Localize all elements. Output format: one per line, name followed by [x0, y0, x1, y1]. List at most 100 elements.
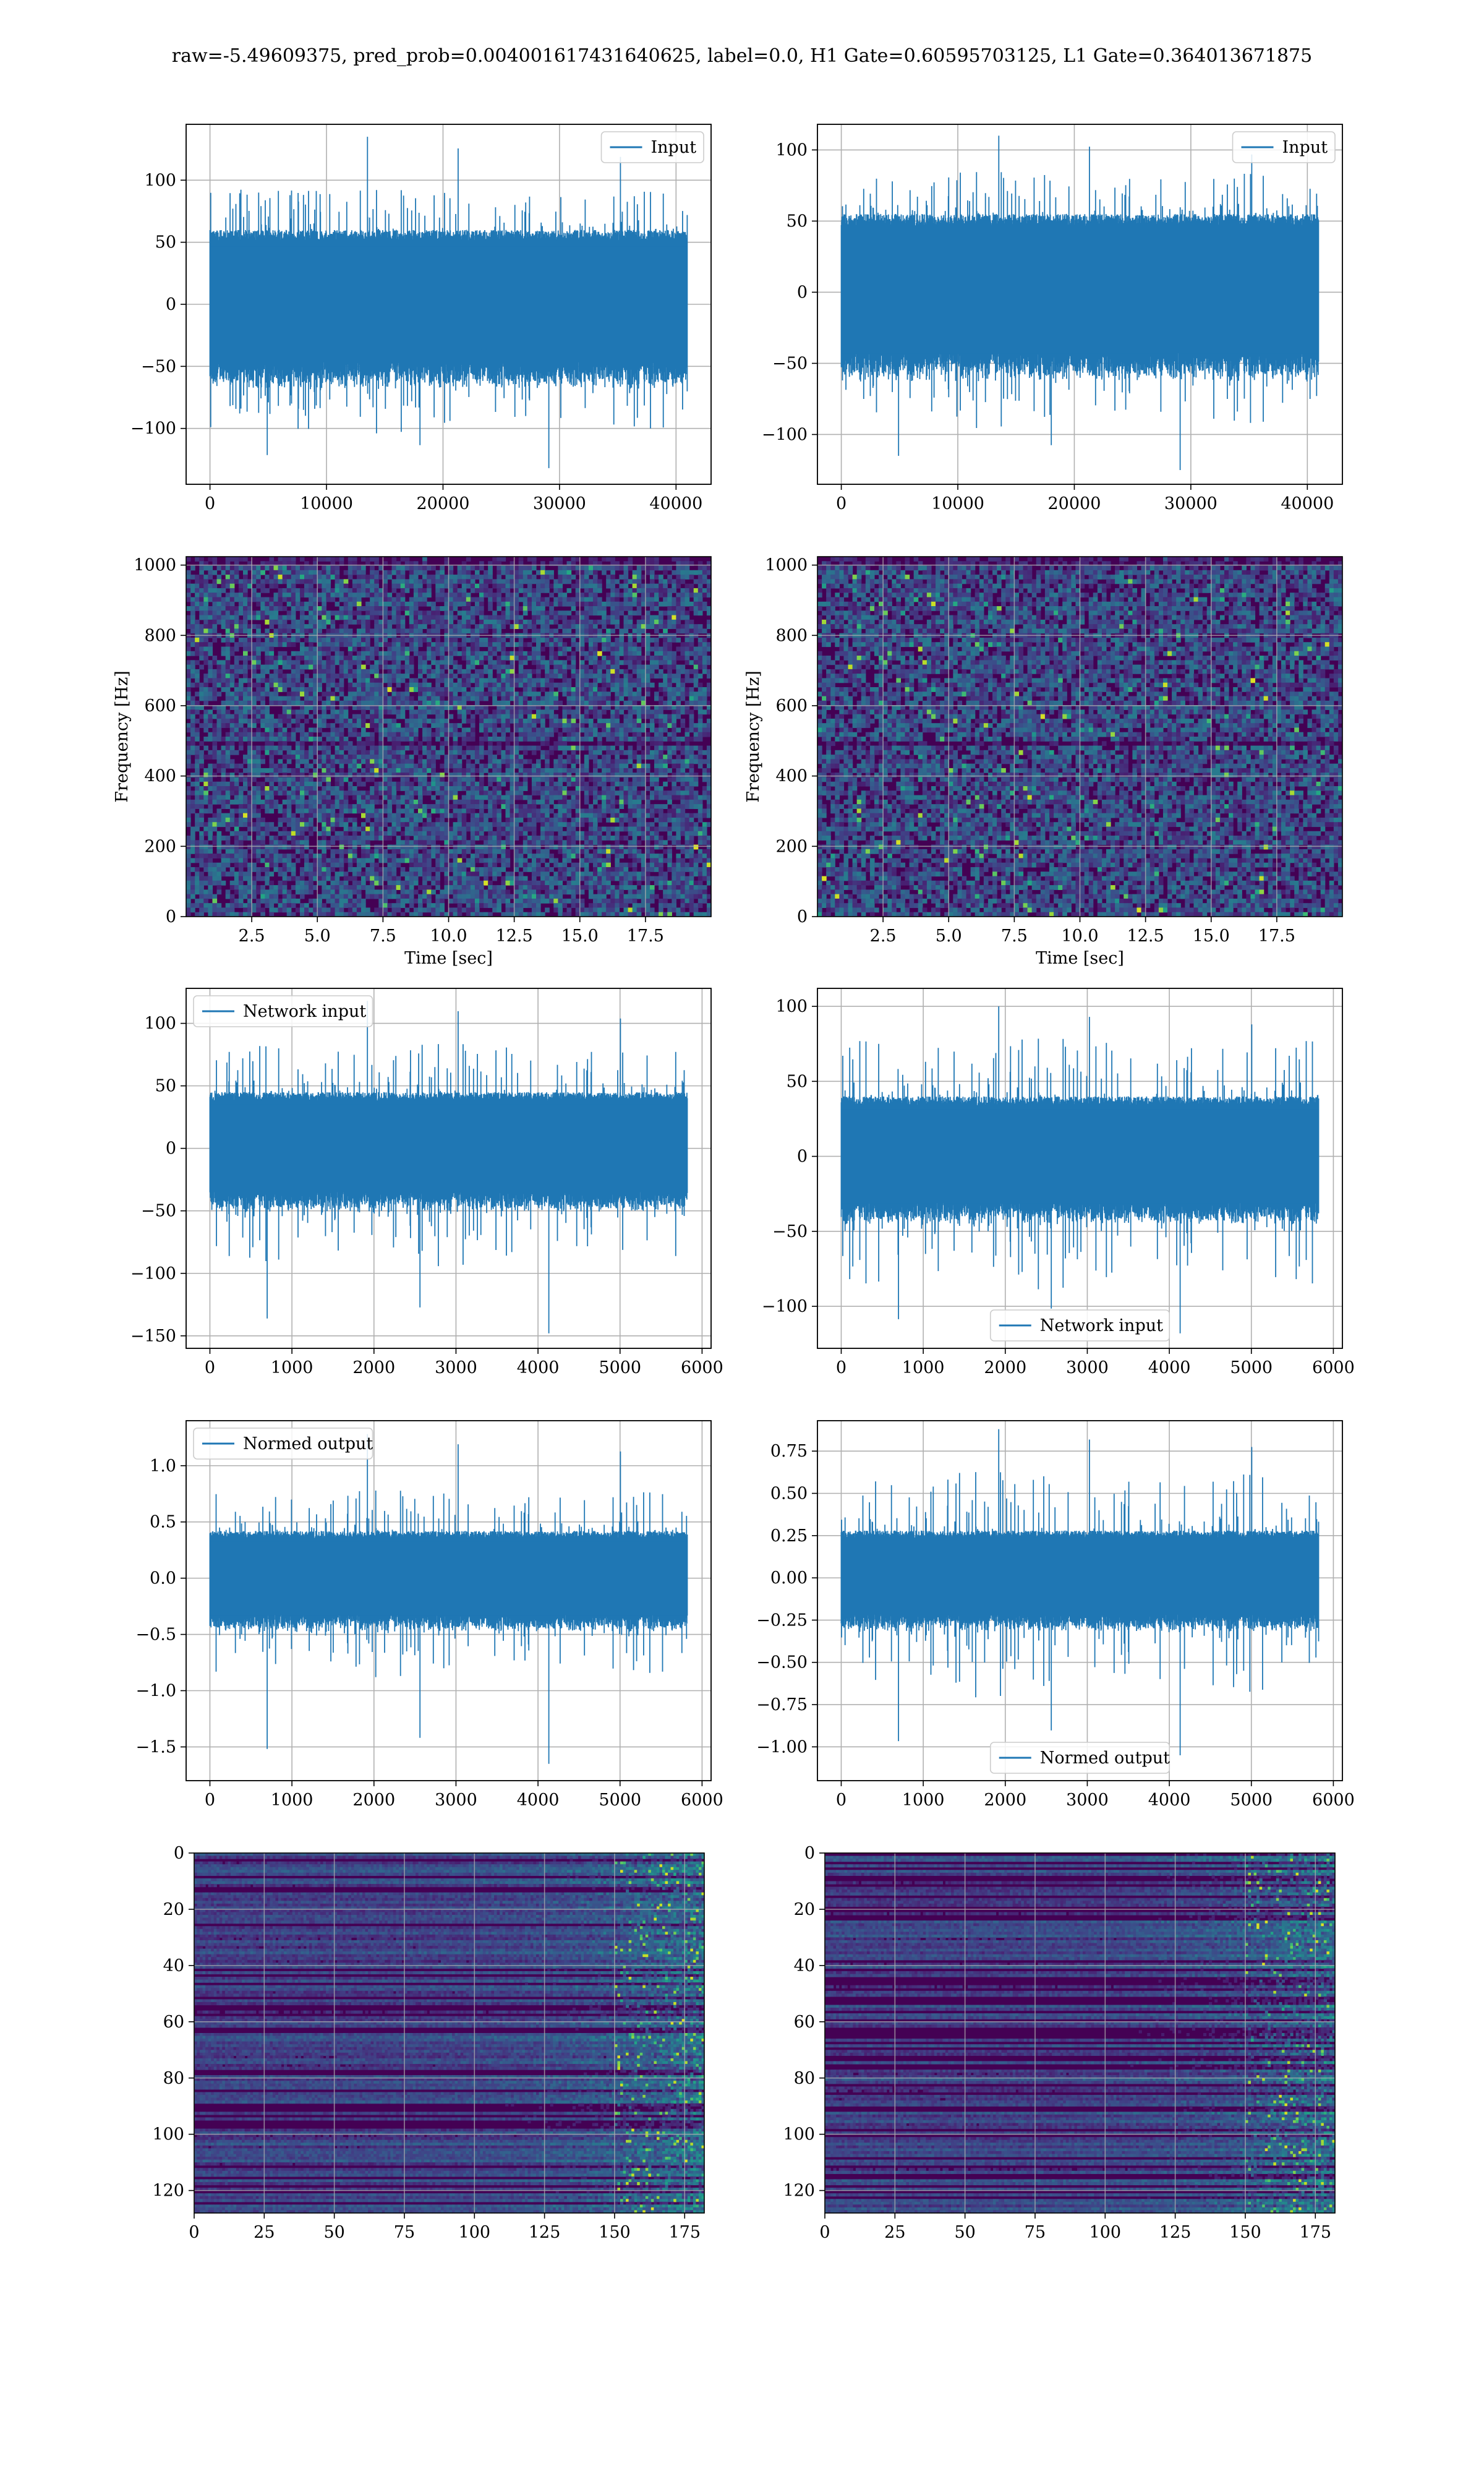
heatmap-cell [208, 660, 213, 665]
heatmap-cell [396, 709, 401, 714]
heatmap-cell [680, 615, 685, 620]
heatmap-cell [256, 687, 261, 692]
heatmap-cell [252, 669, 257, 674]
heatmap-cell [698, 642, 703, 647]
heatmap-cell [610, 669, 615, 674]
heatmap-cell [702, 638, 707, 643]
heatmap-cell [505, 566, 510, 571]
heatmap-cell [672, 656, 676, 661]
heatmap-cell [449, 588, 454, 593]
heatmap-cell [602, 638, 607, 643]
heatmap-cell [221, 624, 226, 629]
heatmap-cell [619, 628, 624, 633]
heatmap-cell [479, 597, 484, 602]
heatmap-cell [462, 602, 467, 607]
heatmap-cell [330, 620, 335, 625]
heatmap-cell [597, 610, 602, 615]
heatmap-cell [418, 687, 423, 692]
heatmap-cell [243, 660, 248, 665]
heatmap-cell [291, 665, 296, 670]
heatmap-cell [685, 660, 690, 665]
heatmap-cell [230, 597, 235, 602]
heatmap-cell [352, 714, 357, 719]
heatmap-cell [221, 687, 226, 692]
heatmap-cell [300, 714, 305, 719]
heatmap-cell [234, 597, 239, 602]
heatmap-cell [339, 701, 344, 706]
heatmap-cell [497, 660, 501, 665]
heatmap-cell [453, 615, 458, 620]
heatmap-cell [234, 620, 239, 625]
heatmap-cell [475, 642, 480, 647]
heatmap-cell [409, 615, 414, 620]
heatmap-cell [532, 597, 537, 602]
heatmap-cell [527, 714, 532, 719]
heatmap-cell [597, 714, 602, 719]
heatmap-cell [221, 669, 226, 674]
heatmap-cell [471, 610, 475, 615]
heatmap-cell [497, 683, 501, 688]
heatmap-cell [387, 642, 392, 647]
heatmap-cell [317, 610, 322, 615]
heatmap-cell [203, 709, 208, 714]
heatmap-cell [344, 606, 349, 611]
heatmap-cell [203, 628, 208, 633]
heatmap-cell [422, 597, 427, 602]
heatmap-cell [392, 701, 397, 706]
heatmap-cell [619, 678, 624, 683]
heatmap-cell [348, 575, 353, 580]
heatmap-cell [514, 579, 519, 584]
heatmap-cell [300, 624, 305, 629]
heatmap-cell [304, 602, 309, 607]
heatmap-cell [418, 701, 423, 706]
heatmap-cell [610, 656, 615, 661]
heatmap-cell [330, 610, 335, 615]
heatmap-cell [501, 642, 506, 647]
heatmap-cell [195, 557, 200, 562]
heatmap-cell [344, 610, 349, 615]
heatmap-cell [392, 660, 397, 665]
heatmap-cell [335, 566, 340, 571]
heatmap-cell [344, 624, 349, 629]
heatmap-cell [186, 709, 191, 714]
heatmap-cell [339, 615, 344, 620]
heatmap-cell [619, 647, 624, 652]
heatmap-cell [186, 696, 191, 701]
heatmap-cell [339, 683, 344, 688]
heatmap-cell [190, 642, 195, 647]
heatmap-cell [265, 656, 270, 661]
heatmap-cell [672, 691, 676, 696]
heatmap-cell [610, 602, 615, 607]
heatmap-cell [309, 665, 313, 670]
heatmap-cell [287, 584, 292, 589]
heatmap-cell [348, 602, 353, 607]
heatmap-cell [348, 660, 353, 665]
heatmap-cell [365, 687, 370, 692]
heatmap-cell [387, 647, 392, 652]
heatmap-cell [283, 606, 288, 611]
heatmap-cell [593, 566, 598, 571]
heatmap-cell [383, 709, 388, 714]
heatmap-cell [462, 656, 467, 661]
heatmap-cell [702, 593, 707, 597]
heatmap-cell [567, 687, 572, 692]
heatmap-cell [278, 597, 283, 602]
heatmap-cell [584, 628, 589, 633]
heatmap-cell [449, 674, 454, 678]
heatmap-cell [190, 602, 195, 607]
heatmap-cell [440, 606, 445, 611]
heatmap-cell [475, 638, 480, 643]
heatmap-cell [475, 588, 480, 593]
heatmap-cell [348, 610, 353, 615]
heatmap-cell [471, 665, 475, 670]
heatmap-cell [615, 691, 620, 696]
heatmap-cell [230, 647, 235, 652]
heatmap-cell [523, 651, 528, 656]
heatmap-cell [252, 610, 257, 615]
heatmap-cell [243, 678, 248, 683]
heatmap-cell [519, 691, 524, 696]
heatmap-cell [401, 714, 406, 719]
heatmap-cell [615, 642, 620, 647]
heatmap-cell [239, 665, 244, 670]
heatmap-cell [317, 579, 322, 584]
